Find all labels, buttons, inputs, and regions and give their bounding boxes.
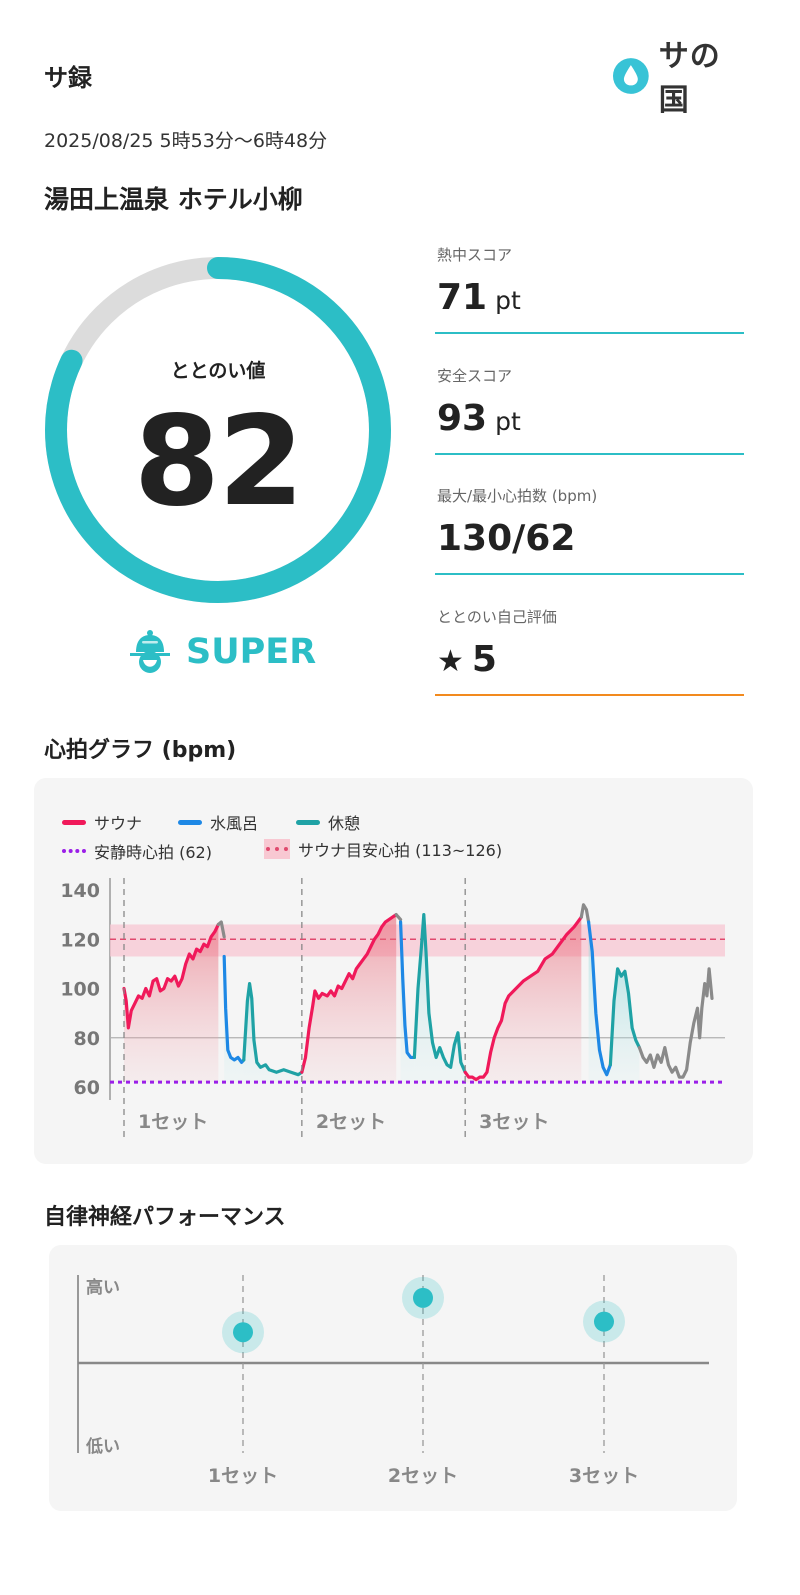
metric-label: 最大/最小心拍数 (bpm) [437, 487, 598, 505]
heart-rate-section-title: 心拍グラフ (bpm) [44, 738, 237, 763]
series-line-other [579, 903, 591, 924]
series-line-rest [608, 967, 642, 1067]
series-line-rest [412, 913, 467, 1074]
series-area [124, 924, 219, 1083]
metric-value: 130/62 [437, 518, 576, 559]
metric-value: 93 [437, 398, 488, 439]
facility-name: 湯田上温泉 ホテル小柳 [44, 185, 303, 214]
set-label: 2セット [388, 1465, 458, 1487]
legend-label: 安静時心拍 (62) [94, 843, 212, 862]
series-area [414, 914, 466, 1083]
series-area [588, 922, 611, 1083]
legend-label: 水風呂 [210, 814, 259, 833]
legend-target-hr: サウナ目安心拍 (113~126) [264, 837, 502, 861]
metric-unit: pt [495, 407, 521, 436]
low-label: 低い [85, 1436, 120, 1457]
app-title: サ録 [44, 64, 92, 92]
series-line-other [637, 967, 714, 1079]
star-icon: ★ [437, 644, 464, 679]
y-tick-label: 100 [60, 979, 100, 1001]
y-tick-label: 140 [60, 880, 100, 902]
metric-label: ととのい自己評価 [437, 608, 557, 626]
metric-heart-rate-range: 最大/最小心拍数 (bpm) 130/62 [435, 485, 744, 581]
autonomic-card [49, 1245, 737, 1511]
legend-swatch [62, 849, 86, 853]
heart-rate-chart: 140 120 100 80 60 1セット 2セット 3セット [60, 878, 725, 1140]
rank-label: SUPER [186, 632, 317, 672]
series-line-other [216, 920, 226, 939]
data-point [233, 1322, 253, 1343]
metric-heat-score: 熱中スコア 71 pt [435, 244, 744, 340]
gauge-value: 82 [133, 390, 305, 534]
data-point [413, 1287, 433, 1308]
divider [435, 573, 744, 575]
series-line-other [394, 913, 403, 922]
visit-datetime: 2025/08/25 5時53分〜6時48分 [44, 130, 328, 152]
series-area [610, 968, 640, 1083]
set-label: 3セット [479, 1111, 549, 1133]
series-line-water-bath [222, 954, 246, 1064]
set-label: 1セット [208, 1465, 278, 1487]
water-drop-icon [612, 58, 649, 94]
series-line-rest [242, 981, 304, 1077]
sauna-hat-face-icon [130, 630, 170, 673]
y-tick-label: 120 [60, 929, 100, 951]
series-line-sauna [300, 913, 398, 1074]
metric-self-rating: ととのい自己評価 ★ 5 [435, 606, 744, 702]
legend-water-bath: 水風呂 [178, 810, 258, 834]
set-label: 1セット [138, 1111, 208, 1133]
divider [435, 453, 744, 455]
series-line-sauna [463, 915, 583, 1082]
totonoi-gauge [45, 257, 391, 603]
legend-swatch [62, 819, 86, 825]
metric-label: 安全スコア [437, 367, 513, 385]
legend-label: サウナ [94, 814, 143, 833]
set-label: 3セット [569, 1465, 639, 1487]
y-tick-label: 60 [74, 1077, 100, 1099]
legend-resting-hr: 安静時心拍 (62) [62, 839, 212, 863]
gauge-label: ととのい値 [170, 360, 266, 382]
data-point [594, 1311, 614, 1332]
legend-swatch [264, 839, 290, 859]
brand-logo: サの国 [611, 39, 751, 118]
legend-label: サウナ目安心拍 (113~126) [298, 841, 503, 860]
legend-swatch [178, 819, 202, 825]
series-area [301, 914, 397, 1083]
divider [435, 694, 744, 696]
legend-label: 休憩 [328, 814, 361, 833]
legend-rest: 休憩 [296, 810, 360, 834]
series-area [224, 956, 244, 1083]
series-area [400, 922, 415, 1083]
rank-badge: SUPER [126, 624, 316, 680]
high-label: 高い [86, 1277, 120, 1298]
legend-sauna: サウナ [62, 810, 142, 834]
autonomic-section-title: 自律神経パフォーマンス [44, 1205, 286, 1230]
metric-value: 71 [437, 277, 488, 318]
gauge-progress-arc [45, 257, 391, 603]
legend-swatch [296, 819, 320, 825]
series-line-sauna [122, 922, 220, 1030]
metric-value: 5 [471, 639, 497, 680]
series-line-water-bath [398, 920, 416, 1060]
metric-label: 熱中スコア [437, 246, 513, 264]
brand-name: サの国 [658, 39, 721, 118]
metric-unit: pt [495, 286, 521, 315]
divider [435, 332, 744, 334]
metric-safety-score: 安全スコア 93 pt [435, 365, 744, 461]
y-tick-label: 80 [74, 1028, 100, 1050]
series-line-water-bath [586, 920, 612, 1077]
set-label: 2セット [316, 1111, 386, 1133]
